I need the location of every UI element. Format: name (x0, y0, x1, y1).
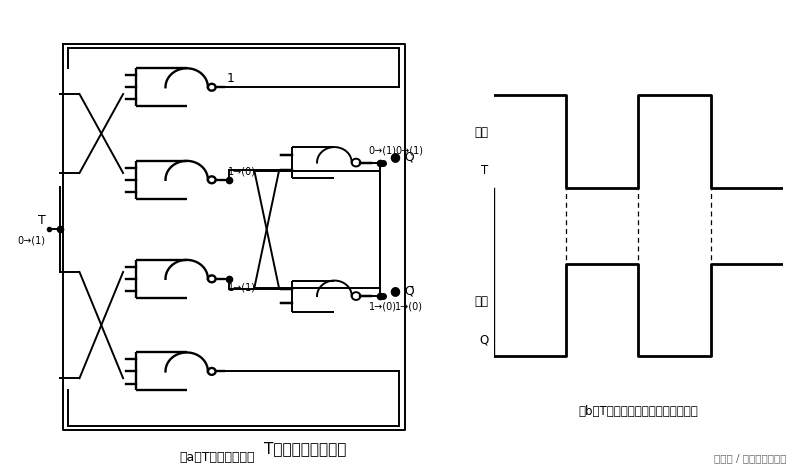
Text: 1: 1 (226, 72, 234, 85)
Text: T: T (38, 214, 46, 227)
Text: （a）T触发器的结构: （a）T触发器的结构 (179, 451, 254, 464)
Text: 0→(1): 0→(1) (395, 145, 423, 155)
Text: 0→(1): 0→(1) (368, 145, 396, 155)
Text: T触发器的基本结构: T触发器的基本结构 (264, 441, 346, 456)
Text: 输出: 输出 (474, 295, 488, 308)
Text: 1→(1): 1→(1) (228, 283, 256, 293)
Text: Q: Q (479, 333, 488, 346)
Text: 0→(1): 0→(1) (18, 235, 46, 245)
Text: 输入: 输入 (474, 126, 488, 139)
Text: 1→(0): 1→(0) (395, 302, 423, 312)
Text: （b）T触发器的输入和输出信号波形: （b）T触发器的输入和输出信号波形 (577, 405, 698, 418)
Text: T: T (480, 164, 488, 177)
Text: 1→(0): 1→(0) (228, 167, 256, 176)
Text: 1→(0): 1→(0) (368, 302, 396, 312)
Text: 头条号 / 老马识途单片机: 头条号 / 老马识途单片机 (714, 453, 786, 463)
Text: ● Q: ● Q (390, 150, 415, 163)
Text: ● Q̄: ● Q̄ (390, 284, 415, 297)
